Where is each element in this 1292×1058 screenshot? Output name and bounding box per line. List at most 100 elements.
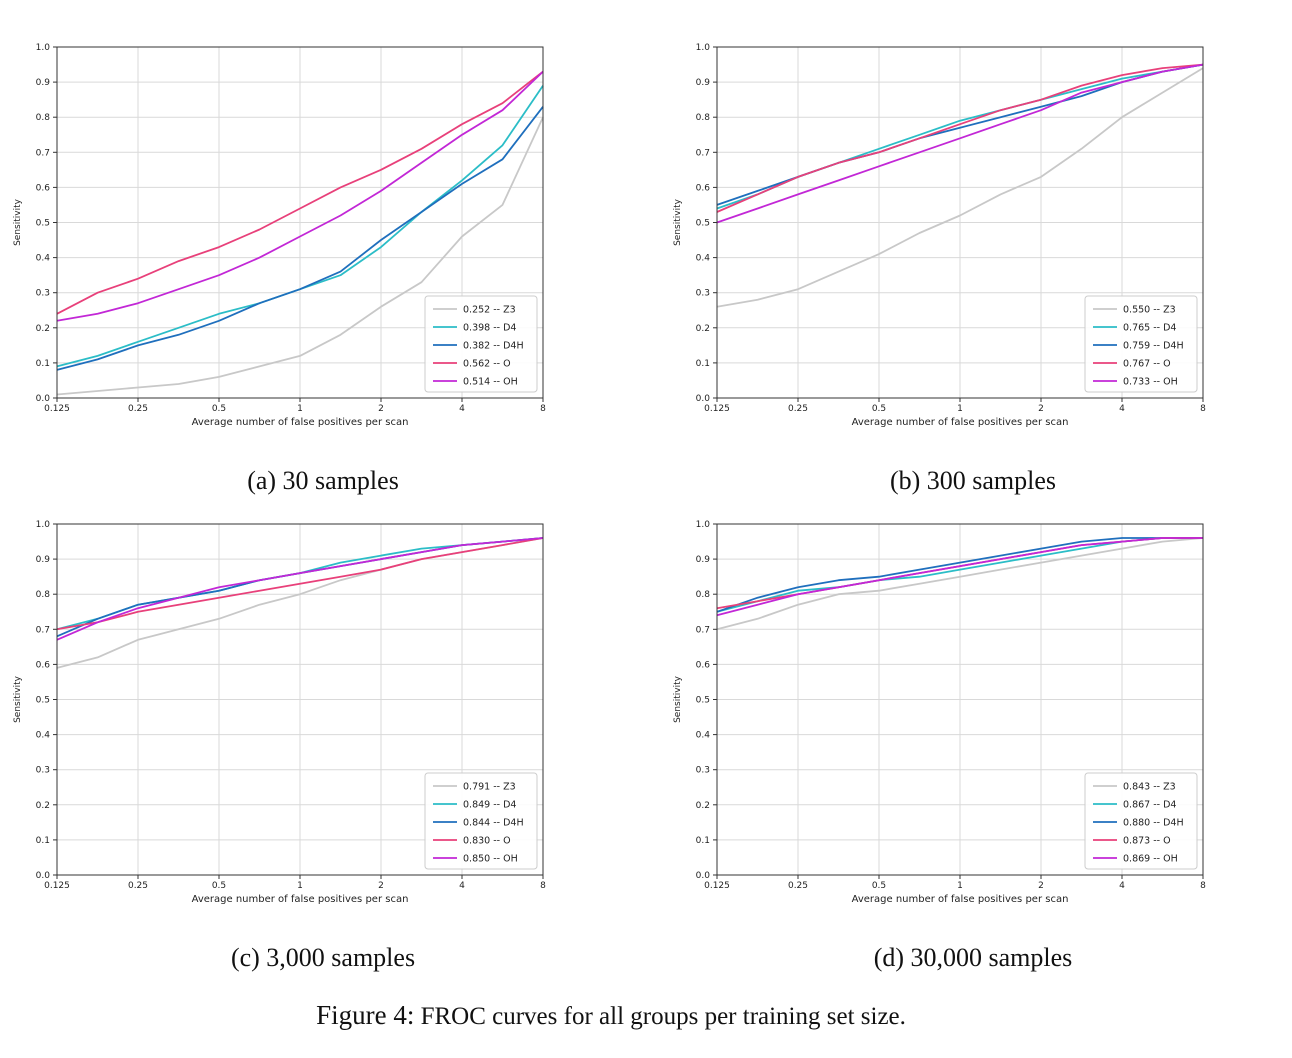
y-tick-label: 0.4 (696, 254, 711, 264)
x-axis-label: Average number of false positives per sc… (852, 417, 1069, 428)
x-tick-label: 8 (540, 404, 546, 414)
y-tick-label: 0.9 (696, 78, 711, 88)
y-tick-label: 1.0 (696, 43, 711, 53)
y-tick-label: 0.8 (696, 113, 711, 123)
y-tick-label: 1.0 (696, 520, 711, 530)
froc-chart-b: 0.125 0.25 0.5 1 2 4 8 0.0 0.1 0.2 0.3 0.4 0.5 0.6 0.7… (673, 43, 1206, 428)
x-tick-label: 0.5 (872, 881, 886, 891)
x-tick-label: 0.25 (788, 404, 808, 414)
series-line-4 (716, 537, 1203, 617)
x-tick-label: 4 (459, 881, 465, 891)
y-axis-label: Sensitivity (673, 675, 683, 723)
panel-caption-c: (c) 3,000 samples (230, 943, 416, 972)
panel-caption-d: (d) 30,000 samples (873, 943, 1073, 972)
x-axis-label: Average number of false positives per sc… (852, 894, 1069, 905)
y-tick-label: 0.2 (36, 324, 50, 334)
panel-caption-b: (b) 300 samples (889, 466, 1057, 495)
y-tick-label: 0.1 (696, 836, 710, 846)
y-tick-label: 0.1 (36, 836, 50, 846)
y-tick-label: 0.5 (696, 219, 710, 229)
legend-label-3: 0.562 -- O (463, 359, 511, 370)
y-tick-label: 0.7 (36, 148, 50, 158)
y-tick-label: 1.0 (36, 520, 51, 530)
x-tick-label: 1 (957, 881, 963, 891)
series-line-4 (56, 70, 544, 322)
x-tick-label: 2 (378, 881, 384, 891)
y-tick-label: 0.6 (36, 660, 51, 670)
legend-label-1: 0.398 -- D4 (463, 323, 516, 334)
y-tick-label: 0.3 (696, 289, 710, 299)
froc-chart-a: 0.125 0.25 0.5 1 2 4 8 0.0 0.1 0.2 0.3 0.4 0.5 0.6 0.7… (13, 43, 546, 428)
y-tick-label: 0.8 (696, 590, 711, 600)
x-tick-label: 1 (297, 881, 303, 891)
legend-label-1: 0.765 -- D4 (1123, 323, 1176, 334)
legend-label-2: 0.382 -- D4H (463, 341, 524, 352)
legend-label-3: 0.767 -- O (1123, 359, 1171, 370)
x-axis-label: Average number of false positives per sc… (192, 894, 409, 905)
y-tick-label: 0.0 (36, 394, 51, 404)
legend-label-0: 0.843 -- Z3 (1123, 782, 1176, 793)
x-tick-label: 0.125 (704, 404, 730, 414)
froc-chart-c: 0.125 0.25 0.5 1 2 4 8 0.0 0.1 0.2 0.3 0.4 0.5 0.6 0.7… (13, 520, 546, 905)
x-tick-label: 0.5 (212, 404, 226, 414)
legend-label-1: 0.849 -- D4 (463, 800, 516, 811)
froc-panel-a: 0.125 0.25 0.5 1 2 4 8 0.0 0.1 0.2 0.3 0.4 0.5 0.6 0.7… (0, 28, 646, 498)
froc-panel-b: 0.125 0.25 0.5 1 2 4 8 0.0 0.1 0.2 0.3 0.4 0.5 0.6 0.7… (660, 28, 1292, 498)
x-tick-label: 8 (540, 881, 546, 891)
x-tick-label: 2 (1038, 881, 1044, 891)
legend-label-3: 0.873 -- O (1123, 836, 1171, 847)
legend-label-4: 0.869 -- OH (1123, 854, 1178, 865)
axes-frame (716, 46, 1204, 399)
x-tick-label: 4 (1119, 404, 1125, 414)
legend-box (1084, 295, 1198, 393)
y-tick-label: 0.9 (36, 78, 51, 88)
series-line-3 (716, 63, 1204, 213)
y-tick-label: 0.4 (36, 254, 51, 264)
y-tick-label: 0.7 (696, 625, 710, 635)
y-axis-label: Sensitivity (673, 198, 683, 246)
series-line-4 (56, 537, 544, 641)
x-tick-label: 8 (1200, 404, 1206, 414)
y-tick-label: 0.1 (36, 359, 50, 369)
y-tick-label: 0.5 (36, 696, 50, 706)
legend-label-3: 0.830 -- O (463, 836, 511, 847)
y-tick-label: 0.0 (696, 871, 711, 881)
axes-frame (56, 46, 544, 399)
y-tick-label: 0.4 (696, 731, 711, 741)
legend-label-0: 0.550 -- Z3 (1123, 305, 1176, 316)
figure-caption-text: FROC curves for all groups per training … (414, 1003, 906, 1030)
y-axis-label: Sensitivity (13, 198, 23, 246)
x-tick-label: 4 (1119, 881, 1125, 891)
series-line-0 (56, 116, 544, 396)
figure-caption-label: Figure 4: (316, 1000, 415, 1030)
y-tick-label: 0.3 (36, 289, 50, 299)
y-tick-label: 0.8 (36, 113, 51, 123)
legend-label-0: 0.252 -- Z3 (463, 305, 516, 316)
y-tick-label: 1.0 (36, 43, 51, 53)
series-line-0 (716, 67, 1204, 308)
x-tick-label: 8 (1200, 881, 1206, 891)
legend-label-2: 0.844 -- D4H (463, 818, 524, 829)
x-tick-label: 0.25 (128, 881, 148, 891)
series-line-3 (56, 70, 544, 315)
x-axis-label: Average number of false positives per sc… (192, 417, 409, 428)
series-line-4 (716, 63, 1204, 224)
x-tick-label: 0.25 (788, 881, 808, 891)
x-tick-label: 0.125 (44, 404, 70, 414)
y-tick-label: 0.9 (36, 555, 51, 565)
series-line-2 (716, 537, 1203, 613)
x-tick-label: 0.25 (128, 404, 148, 414)
y-tick-label: 0.4 (36, 731, 51, 741)
series-line-2 (56, 106, 544, 371)
x-tick-label: 0.5 (212, 881, 226, 891)
y-tick-label: 0.8 (36, 590, 51, 600)
legend-label-0: 0.791 -- Z3 (463, 782, 516, 793)
legend-label-4: 0.850 -- OH (463, 854, 518, 865)
figure-caption: Figure 4: FROC curves for all groups per… (0, 1000, 1222, 1031)
x-tick-label: 0.125 (44, 881, 70, 891)
y-tick-label: 0.5 (36, 219, 50, 229)
x-tick-label: 2 (378, 404, 384, 414)
y-tick-label: 0.5 (696, 696, 710, 706)
legend-label-4: 0.514 -- OH (463, 377, 518, 388)
legend-label-4: 0.733 -- OH (1123, 377, 1178, 388)
